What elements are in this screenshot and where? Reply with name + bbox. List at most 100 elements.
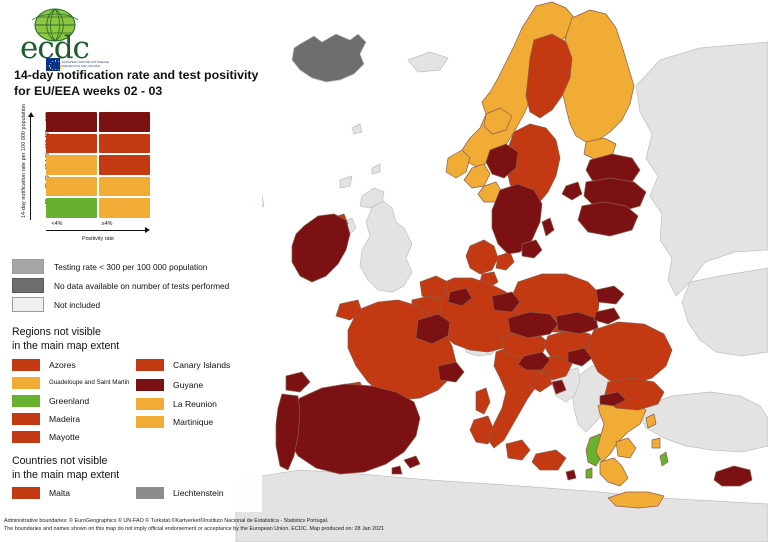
region-item-guyane: Guyane [136,374,260,395]
denmark [465,239,499,275]
legend-label-testing-rate: Testing rate < 300 per 100 000 populatio… [54,261,208,272]
lithuania [577,201,639,237]
regions-right-column: Canary Islands Guyane La Reunion Martini… [136,356,260,446]
not-included-areas [235,21,768,542]
regions-not-visible-heading: Regions not visible in the main map exte… [12,326,182,353]
ireland [291,213,351,283]
legend-row-not-included: Not included [12,296,258,313]
region-item-la-reunion: La Reunion [136,395,260,413]
region-item-guadeloupe: Guadeloupe and Saint Martin [12,374,136,392]
matrix-cell-4-1 [99,198,150,218]
y-axis-arrow-icon [28,112,34,117]
map-footer: Administrative boundaries: © EuroGeograp… [4,518,764,533]
page-title: 14-day notification rate and test positi… [14,68,259,99]
region-item-mayotte: Mayotte [12,428,136,446]
matrix-cell-3-1 [99,176,150,197]
region-item-madeira: Madeira [12,410,136,428]
y-axis-line [30,116,32,220]
matrix-cell-2-0 [46,155,97,175]
region-label-mayotte: Mayotte [49,432,80,442]
slovenia [517,351,551,371]
matrix-grid [46,112,150,220]
swatch-greenland [12,395,40,407]
country-item-malta: Malta [12,487,136,499]
region-item-martinique: Martinique [136,413,260,431]
legend-panel: ecdc EUROPEAN CENTRE FOR DISEASE PREVENT… [0,0,262,512]
grey-legend: Testing rate < 300 per 100 000 populatio… [12,258,258,315]
matrix-cell-3-0 [46,176,97,197]
region-label-martinique: Martinique [173,417,214,427]
legend-row-no-data: No data available on number of tests per… [12,277,258,294]
swatch-guyane [136,378,164,391]
matrix-cell-0-0 [46,112,97,132]
x-axis-arrow-icon [145,227,150,233]
ecdc-full-name: EUROPEAN CENTRE FOR DISEASE PREVENTION A… [62,61,110,68]
legend-row-testing-rate: Testing rate < 300 per 100 000 populatio… [12,258,258,275]
region-label-guadeloupe: Guadeloupe and Saint Martin [49,379,130,387]
regions-heading-line-1: Regions not visible [12,326,101,338]
matrix-cell-2-1 [99,155,150,175]
globe-icon [31,8,79,42]
matrix-row-1 [46,133,150,154]
title-line-1: 14-day notification rate and test positi… [14,68,259,82]
matrix-x-axis-title: Positivity rate [81,236,115,242]
matrix-cell-4-0 [46,198,97,218]
countries-not-visible-heading: Countries not visible in the main map ex… [12,455,192,482]
countries-heading-line-2: in the main map extent [12,468,120,481]
matrix-row-3 [46,176,150,197]
x-tick-0: <4% [51,221,63,227]
regions-not-visible-list: Azores Guadeloupe and Saint Martin Green… [12,356,260,446]
country-item-liechtenstein: Liechtenstein [136,487,260,499]
region-label-la-reunion: La Reunion [173,399,217,409]
czechia [507,311,559,339]
matrix-y-ticks: ≥500 150-499 50-149 25-49 <25 [32,112,51,220]
swatch-no-data [12,278,44,293]
country-label-liechtenstein: Liechtenstein [173,488,224,498]
matrix-y-axis-title: 14-day notification rate per 100 000 pop… [21,104,27,218]
region-label-canary-islands: Canary Islands [173,360,231,370]
swatch-azores [12,359,40,371]
legend-label-not-included: Not included [54,299,101,310]
countries-heading-line-1: Countries not visible [12,455,108,467]
swatch-testing-rate [12,259,44,274]
regions-left-column: Azores Guadeloupe and Saint Martin Green… [12,356,136,446]
matrix-row-0 [46,112,150,132]
title-line-2: for EU/EEA weeks 02 - 03 [14,83,163,98]
cyprus [713,465,753,487]
netherlands [419,275,449,301]
matrix-cell-1-0 [46,133,97,154]
footer-line-1: Administrative boundaries: © EuroGeograp… [4,518,329,524]
swatch-guadeloupe [12,377,40,389]
matrix-cell-0-1 [99,112,150,132]
x-tick-1: ≥4% [101,221,113,227]
region-label-azores: Azores [49,360,76,370]
eu-flag-icon [46,58,62,71]
slovakia [555,311,599,335]
swatch-malta [12,487,40,499]
swatch-madeira [12,413,40,425]
region-item-greenland: Greenland [12,392,136,410]
x-axis-line [46,230,146,232]
region-item-canary-islands: Canary Islands [136,356,260,374]
matrix-row-2 [46,155,150,175]
region-label-greenland: Greenland [49,396,90,406]
swatch-not-included [12,297,44,312]
swatch-canary-islands [136,359,164,371]
matrix-row-4 [46,198,150,218]
country-label-malta: Malta [49,488,71,498]
ecdc-logo: ecdc EUROPEAN CENTRE FOR DISEASE PREVENT… [14,6,124,71]
regions-heading-line-2: in the main map extent [12,339,120,352]
portugal [275,393,301,471]
swatch-liechtenstein [136,487,164,499]
swatch-la-reunion [136,398,164,410]
matrix-legend: 14-day notification rate per 100 000 pop… [14,104,154,248]
iceland [291,33,367,83]
countries-not-visible-list: Malta Liechtenstein [12,487,260,499]
region-label-guyane: Guyane [173,379,204,390]
matrix-cell-1-1 [99,133,150,154]
swatch-mayotte [12,431,40,443]
footer-line-2: The boundaries and names shown on this m… [4,525,385,532]
swatch-martinique [136,416,164,428]
region-item-azores: Azores [12,356,136,374]
